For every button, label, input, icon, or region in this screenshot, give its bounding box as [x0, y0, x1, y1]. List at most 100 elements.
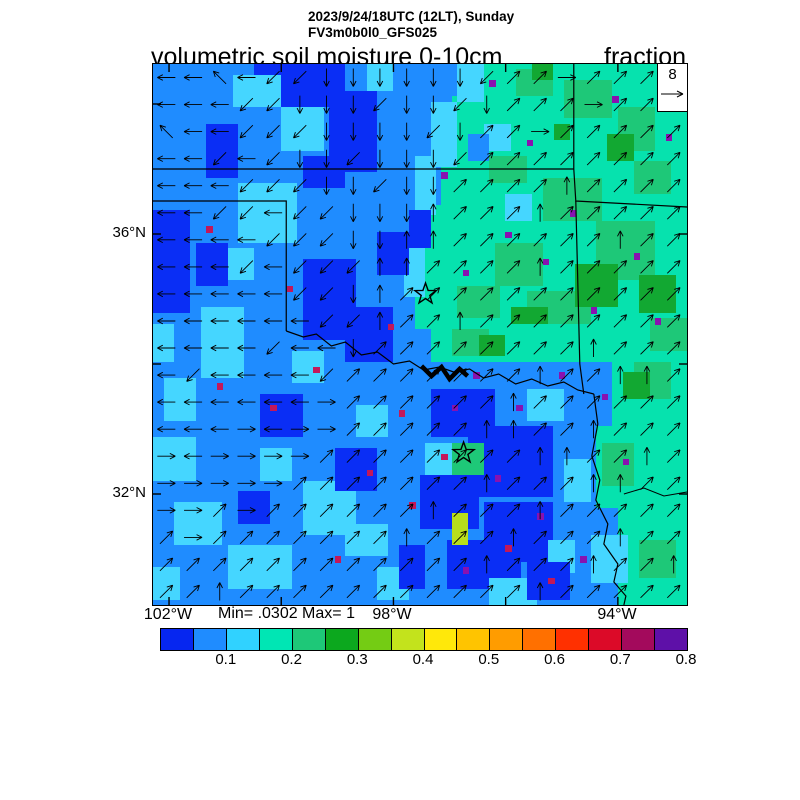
moisture-cell — [633, 161, 671, 194]
wind-arrow — [266, 70, 280, 85]
moisture-cell — [452, 513, 469, 546]
moisture-cell — [174, 502, 223, 546]
wind-arrow — [346, 422, 361, 436]
wind-arrow — [157, 480, 176, 487]
wind-arrow — [586, 70, 601, 85]
wind-arrow — [563, 446, 571, 466]
wind-arrow — [426, 124, 441, 139]
wind-arrow — [453, 233, 467, 247]
wind-arrow — [613, 557, 628, 572]
wind-arrow — [266, 584, 280, 599]
high-value-speckle — [633, 253, 640, 260]
wind-arrow — [613, 395, 628, 409]
colorbar-tick-label: 0.1 — [215, 651, 237, 668]
wind-arrow — [296, 149, 304, 168]
wind-arrow — [290, 425, 310, 433]
wind-arrow — [666, 422, 681, 436]
wind-arrow — [480, 124, 494, 139]
wind-arrow — [319, 233, 334, 247]
wind-arrow — [586, 449, 601, 463]
moisture-cell — [526, 388, 565, 422]
wind-arrow — [373, 530, 387, 545]
wind-arrow — [426, 476, 441, 490]
wind-arrow — [319, 503, 334, 517]
high-value-speckle — [654, 318, 662, 325]
moisture-cell — [590, 534, 629, 584]
wind-arrow — [536, 446, 544, 466]
wind-arrow — [239, 260, 254, 274]
colorbar-tick-label: 0.6 — [544, 651, 565, 668]
wind-arrow — [640, 341, 654, 355]
moisture-cell — [420, 64, 458, 97]
wind-arrow — [184, 480, 203, 487]
state-border-line — [153, 200, 287, 331]
wind-arrow — [613, 287, 628, 301]
wind-arrow — [213, 503, 227, 517]
wind-arrow — [403, 203, 410, 223]
moisture-cell — [153, 567, 180, 600]
wind-arrow — [210, 101, 229, 108]
wind-arrow — [666, 368, 681, 382]
wind-arrow — [533, 151, 547, 166]
wind-arrow — [350, 95, 357, 114]
wind-arrow — [453, 530, 467, 545]
wind-arrow — [666, 124, 681, 139]
wind-arrow — [373, 179, 387, 193]
wind-arrow — [376, 257, 384, 276]
moisture-cell — [163, 377, 196, 422]
wind-arrow — [323, 122, 330, 141]
wind-arrow — [184, 534, 203, 541]
moisture-cell — [638, 274, 677, 313]
wind-arrow — [323, 176, 330, 195]
wind-arrow — [640, 97, 654, 112]
wind-arrow — [640, 151, 654, 166]
wind-arrow — [506, 341, 521, 355]
colorbar-tick-label: 0.4 — [412, 651, 434, 668]
wind-arrow — [666, 530, 681, 545]
wind-arrow — [456, 68, 464, 87]
wind-arrow — [346, 314, 360, 328]
wind-arrow — [239, 97, 254, 112]
wind-arrow — [586, 503, 601, 517]
wind-arrow — [296, 95, 304, 114]
moisture-cell — [334, 448, 378, 492]
high-value-speckle — [601, 394, 608, 401]
wind-arrow — [210, 398, 229, 406]
wind-arrow — [376, 284, 384, 303]
wind-arrow — [403, 68, 410, 87]
wind-arrow — [586, 314, 601, 328]
colorbar-tick-label: 0.8 — [675, 651, 697, 668]
wind-arrow — [210, 182, 229, 189]
wind-arrow — [640, 476, 654, 490]
wind-arrow — [506, 449, 521, 463]
wind-arrow — [159, 584, 174, 599]
wind-arrow — [586, 395, 601, 409]
wind-arrow — [506, 314, 521, 328]
wind-arrow — [183, 317, 203, 325]
wind-arrow — [617, 230, 624, 249]
moisture-cell — [291, 350, 324, 384]
wind-arrow — [319, 368, 334, 382]
wind-arrow — [183, 398, 203, 406]
moisture-cell — [553, 123, 570, 140]
wind-arrow — [266, 341, 280, 355]
wind-arrow — [239, 124, 254, 139]
wind-arrow — [590, 555, 597, 574]
moisture-cell — [227, 247, 255, 281]
wind-arrow — [506, 476, 521, 490]
wind-arrow — [373, 368, 387, 382]
model-name-label: FV3m0b0l0_GFS025 — [308, 25, 438, 40]
wind-arrow — [319, 557, 334, 572]
wind-arrow — [670, 555, 677, 574]
colorbar-tick-label: 0.2 — [281, 651, 302, 668]
wind-arrow — [426, 395, 441, 409]
wind-arrow — [210, 317, 229, 325]
wind-arrow — [586, 151, 601, 166]
wind-arrow — [456, 122, 464, 141]
wind-arrow — [590, 338, 597, 357]
wind-arrow — [293, 124, 307, 139]
high-value-speckle — [462, 269, 470, 277]
wind-arrow — [533, 422, 547, 436]
wind-arrow — [319, 314, 334, 328]
wind-arrow — [216, 582, 223, 601]
